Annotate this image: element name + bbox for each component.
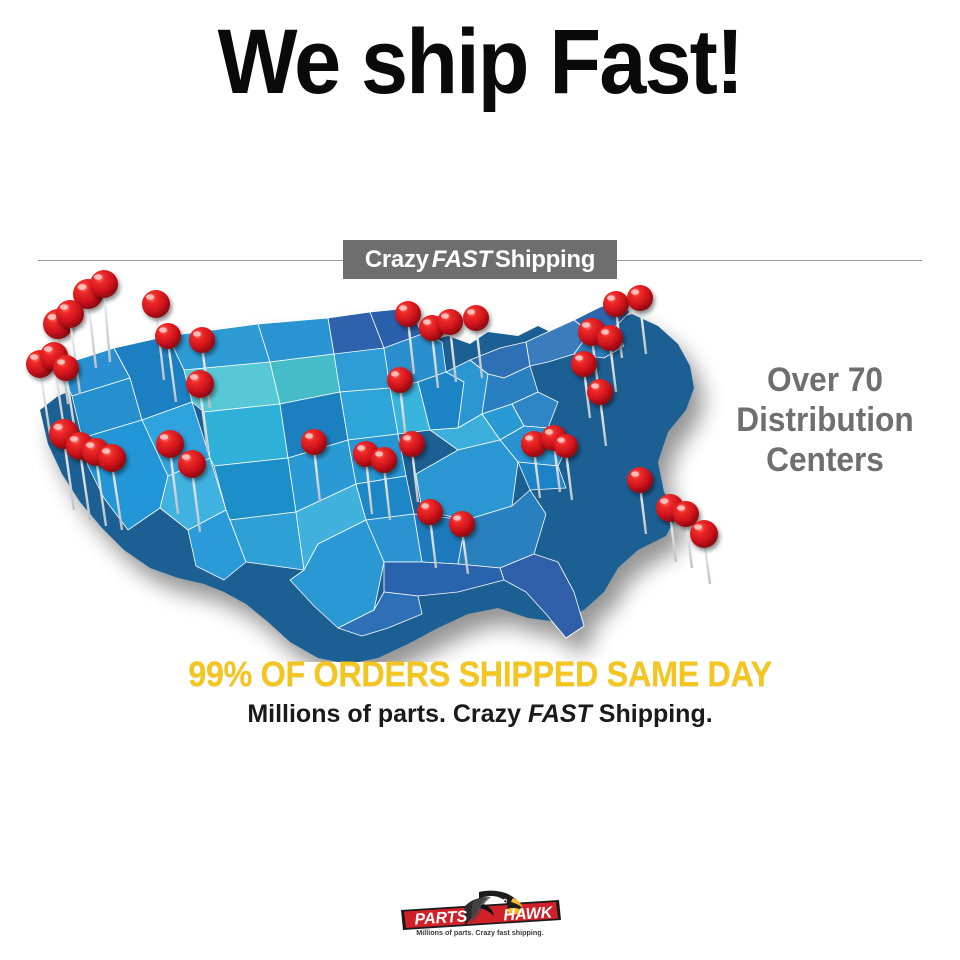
map-pin [627,285,653,355]
logo-word-hawk: HAWK [503,904,554,924]
map-pin [571,351,597,419]
map-pin [155,323,181,403]
map-pin [56,300,84,395]
map-pin [178,450,206,533]
map-pin [690,520,718,585]
map-pin [90,270,118,363]
map-pin [98,444,126,531]
map-pin [395,301,421,375]
parts-hawk-logo[interactable]: PARTS HAWK Millions of parts. Crazy fast… [395,888,565,946]
map-pin [587,379,613,447]
map-states [57,299,631,639]
distribution-centers-callout: Over 70 Distribution Centers [709,360,942,480]
tagline-emphasis: FAST [527,700,592,728]
page-title: We ship Fast! [217,11,745,113]
hawk-icon [464,890,525,926]
distribution-pins [26,270,718,585]
tagline: Millions of parts. Crazy FAST Shipping. [0,700,960,729]
map-pin [627,467,653,535]
map-pin [387,367,413,441]
map-svg [26,270,718,662]
map-pin [186,370,214,453]
tagline-prefix: Millions of parts. Crazy [247,700,521,728]
map-pin [371,447,397,521]
same-day-promo: 99% OF ORDERS SHIPPED SAME DAY [188,655,772,694]
logo-svg: PARTS HAWK [401,890,561,930]
banner-emphasis: FAST [431,245,492,273]
banner-prefix: Crazy [364,245,429,273]
banner-suffix: Shipping [494,245,596,273]
map-pin [554,434,578,501]
map-pin [673,501,699,569]
map-pin [156,430,184,515]
map-pin [463,305,489,379]
callout-line-1: Over 70 [766,361,884,399]
map-pin [399,431,425,503]
tagline-suffix: Shipping. [598,700,713,728]
map-body [40,299,694,662]
banner-label: Crazy FAST Shipping [364,245,596,274]
logo-word-parts: PARTS [414,908,468,928]
callout-line-3: Centers [766,441,884,480]
map-pin [521,431,547,499]
crazy-fast-shipping-banner: Crazy FAST Shipping [343,240,617,279]
map-pin [301,429,327,503]
map-pin [437,309,463,383]
us-distribution-map [18,262,738,662]
map-pin [449,511,475,575]
callout-line-2: Distribution [736,401,914,440]
logo-tagline: Millions of parts. Crazy fast shipping. [416,928,544,937]
map-pin [417,499,443,569]
map-pin [597,325,623,393]
